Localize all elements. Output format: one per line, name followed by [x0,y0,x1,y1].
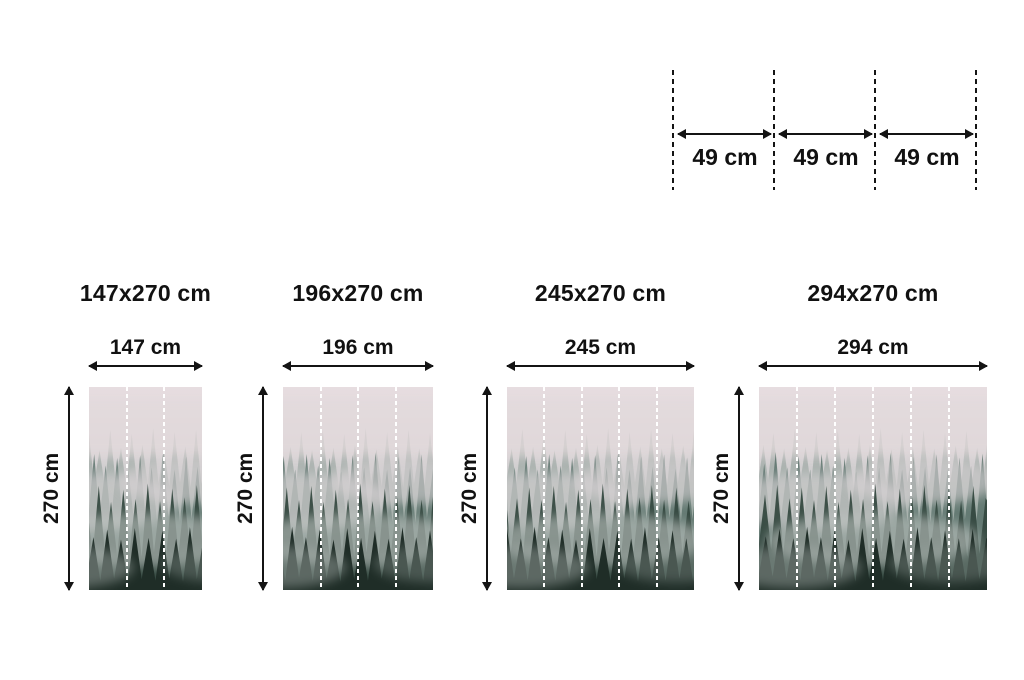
size-title: 196x270 cm [292,280,424,306]
panel-divider [357,387,359,590]
width-value: 245 cm [564,336,637,359]
mural-preview-image [759,387,987,590]
size-title: 294x270 cm [807,280,939,306]
height-arrow [486,387,488,590]
width-value: 196 cm [322,336,394,359]
panel-divider [543,387,546,590]
panel-width-diagram: 49 cm 49 cm 49 cm [672,70,977,190]
panel-width-segment: 49 cm [674,70,775,190]
misty-forest-photo [89,387,202,590]
panel-divider [833,387,836,590]
panel-divider [655,387,658,590]
width-value: 147 cm [109,336,182,359]
panel-width-segment: 49 cm [876,70,977,190]
panel-divider [125,387,128,590]
panel-width-label: 49 cm [692,144,758,170]
height-value: 270 cm [40,452,63,525]
height-arrow [68,387,70,590]
dashed-guide-line [672,70,674,190]
panel-divider [394,387,397,590]
height-value: 270 cm [234,452,257,525]
size-title: 245x270 cm [534,280,667,306]
mural-preview-image [89,387,202,590]
mural-preview-image [283,387,433,590]
width-arrow [880,133,973,135]
height-arrow [262,387,264,590]
height-value: 270 cm [710,452,733,525]
panel-divider [618,387,621,590]
dashed-guide-line [874,70,876,190]
mural-preview-image [507,387,694,590]
panel-width-segment: 49 cm [775,70,876,190]
panel-divider [319,387,322,590]
dashed-guide-line [975,70,977,190]
width-arrow [759,365,987,367]
width-arrow [507,365,694,367]
panel-divider [909,387,912,590]
panel-divider [163,387,166,590]
height-arrow [738,387,740,590]
width-arrow [89,365,202,367]
size-title: 147x270 cm [79,280,212,306]
width-arrow [678,133,771,135]
panel-divider [795,387,798,590]
panel-divider [580,387,583,590]
dashed-guide-line [773,70,775,190]
misty-forest-photo [507,387,694,590]
panel-width-label: 49 cm [793,144,859,170]
panel-divider [948,387,950,590]
width-arrow [283,365,433,367]
width-arrow [779,133,872,135]
height-value: 270 cm [458,452,481,525]
panel-width-label: 49 cm [894,144,960,170]
width-value: 294 cm [837,336,909,359]
panel-divider [872,387,874,590]
